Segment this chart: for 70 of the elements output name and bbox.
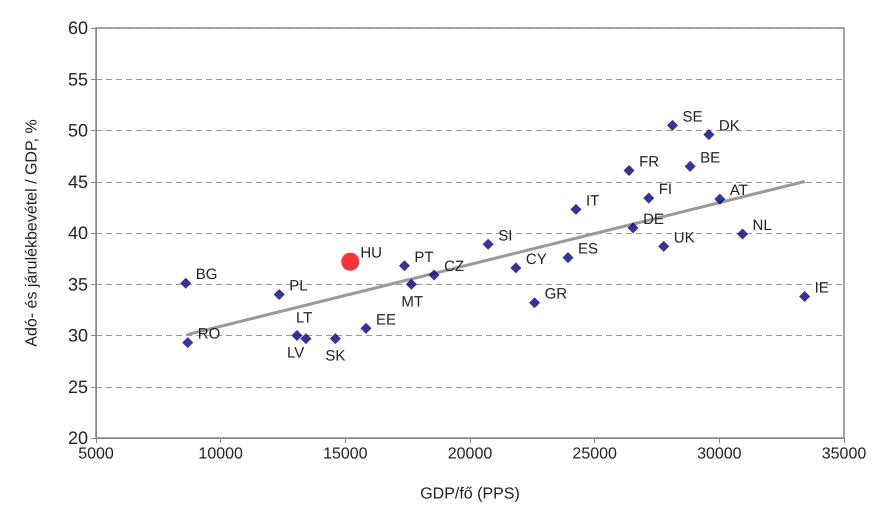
- annotation: BE: [700, 149, 720, 166]
- point: [274, 289, 285, 300]
- annotation: PL: [289, 278, 308, 294]
- point: [398, 260, 410, 272]
- point: [428, 270, 440, 281]
- annotation: FR: [639, 153, 660, 170]
- x-tick-label: 30000: [697, 446, 742, 462]
- annotation: CY: [526, 250, 547, 268]
- point: [291, 330, 302, 341]
- annotation: GR: [544, 286, 568, 303]
- point: [341, 252, 360, 271]
- annotation: LT: [296, 310, 312, 327]
- x-tick-label: 35000: [822, 446, 866, 462]
- annotation: BG: [196, 266, 218, 284]
- point: [360, 322, 372, 334]
- point: [562, 252, 574, 264]
- annotation: AT: [730, 182, 748, 200]
- point: [643, 192, 654, 204]
- annotation: FI: [658, 181, 672, 198]
- point: [703, 129, 714, 140]
- y-axis-title: Adó- és járulékbevétel / GDP, %: [24, 119, 40, 347]
- annotation: HU: [360, 244, 382, 262]
- annotation: SI: [498, 227, 512, 244]
- x-tick-label: 20000: [448, 446, 492, 462]
- point: [182, 337, 194, 348]
- point: [737, 228, 748, 240]
- x-axis-title: GDP/fő (PPS): [420, 486, 520, 502]
- point: [406, 278, 417, 290]
- y-tick-label: 35: [68, 274, 88, 294]
- x-tick-label: 10000: [198, 446, 244, 462]
- point: [628, 222, 639, 234]
- point: [714, 194, 726, 205]
- annotation: CZ: [444, 258, 464, 276]
- point: [624, 164, 635, 176]
- y-tick-label: 40: [68, 223, 88, 243]
- point: [684, 160, 696, 172]
- y-tick-label: 30: [68, 326, 88, 346]
- annotation: IE: [814, 280, 829, 297]
- point: [799, 291, 810, 302]
- annotation: NL: [752, 217, 772, 234]
- x-tick-label: 15000: [323, 446, 368, 462]
- point: [666, 120, 678, 131]
- point: [330, 333, 341, 344]
- annotation: IT: [586, 192, 600, 210]
- annotation: UK: [674, 229, 695, 246]
- annotation: DE: [643, 210, 664, 228]
- point: [300, 333, 312, 344]
- y-tick-label: 45: [68, 172, 88, 192]
- annotation: RO: [198, 326, 220, 343]
- y-tick-label: 60: [68, 18, 88, 38]
- point: [529, 297, 540, 308]
- point: [510, 262, 522, 274]
- point: [658, 240, 670, 252]
- annotation: MT: [401, 293, 424, 310]
- point: [482, 238, 494, 250]
- point: [180, 278, 192, 289]
- annotation: ES: [578, 240, 598, 258]
- y-tick-label: 55: [68, 69, 88, 90]
- annotation: SE: [682, 108, 702, 126]
- x-tick-label: 5000: [78, 446, 114, 462]
- annotation: EE: [376, 311, 396, 328]
- y-tick-label: 25: [68, 376, 88, 397]
- y-tick-label: 20: [68, 428, 88, 448]
- point: [570, 204, 582, 215]
- annotation: SK: [325, 348, 346, 365]
- x-tick-label: 25000: [572, 446, 618, 462]
- annotation: PT: [414, 248, 434, 266]
- annotation: LV: [286, 344, 304, 362]
- annotation: DK: [718, 118, 740, 135]
- y-tick-label: 50: [68, 120, 88, 140]
